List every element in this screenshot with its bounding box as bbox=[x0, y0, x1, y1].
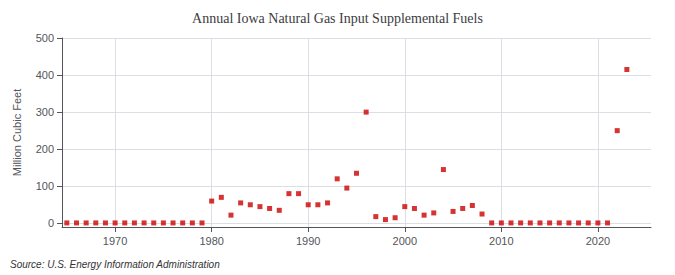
svg-text:0: 0 bbox=[48, 217, 54, 229]
svg-text:300: 300 bbox=[36, 106, 54, 118]
svg-text:1990: 1990 bbox=[296, 235, 320, 247]
svg-text:Source: U.S. Energy Informatio: Source: U.S. Energy Information Administ… bbox=[10, 259, 220, 270]
svg-text:500: 500 bbox=[36, 32, 54, 44]
svg-text:2000: 2000 bbox=[393, 235, 417, 247]
svg-text:100: 100 bbox=[36, 180, 54, 192]
svg-text:400: 400 bbox=[36, 69, 54, 81]
svg-text:2020: 2020 bbox=[586, 235, 610, 247]
svg-text:200: 200 bbox=[36, 143, 54, 155]
svg-text:1980: 1980 bbox=[199, 235, 223, 247]
svg-text:Annual Iowa Natural Gas Input: Annual Iowa Natural Gas Input Supplement… bbox=[192, 11, 483, 26]
svg-text:1970: 1970 bbox=[103, 235, 127, 247]
svg-text:2010: 2010 bbox=[489, 235, 513, 247]
svg-text:Million Cubic Feet: Million Cubic Feet bbox=[11, 89, 23, 176]
